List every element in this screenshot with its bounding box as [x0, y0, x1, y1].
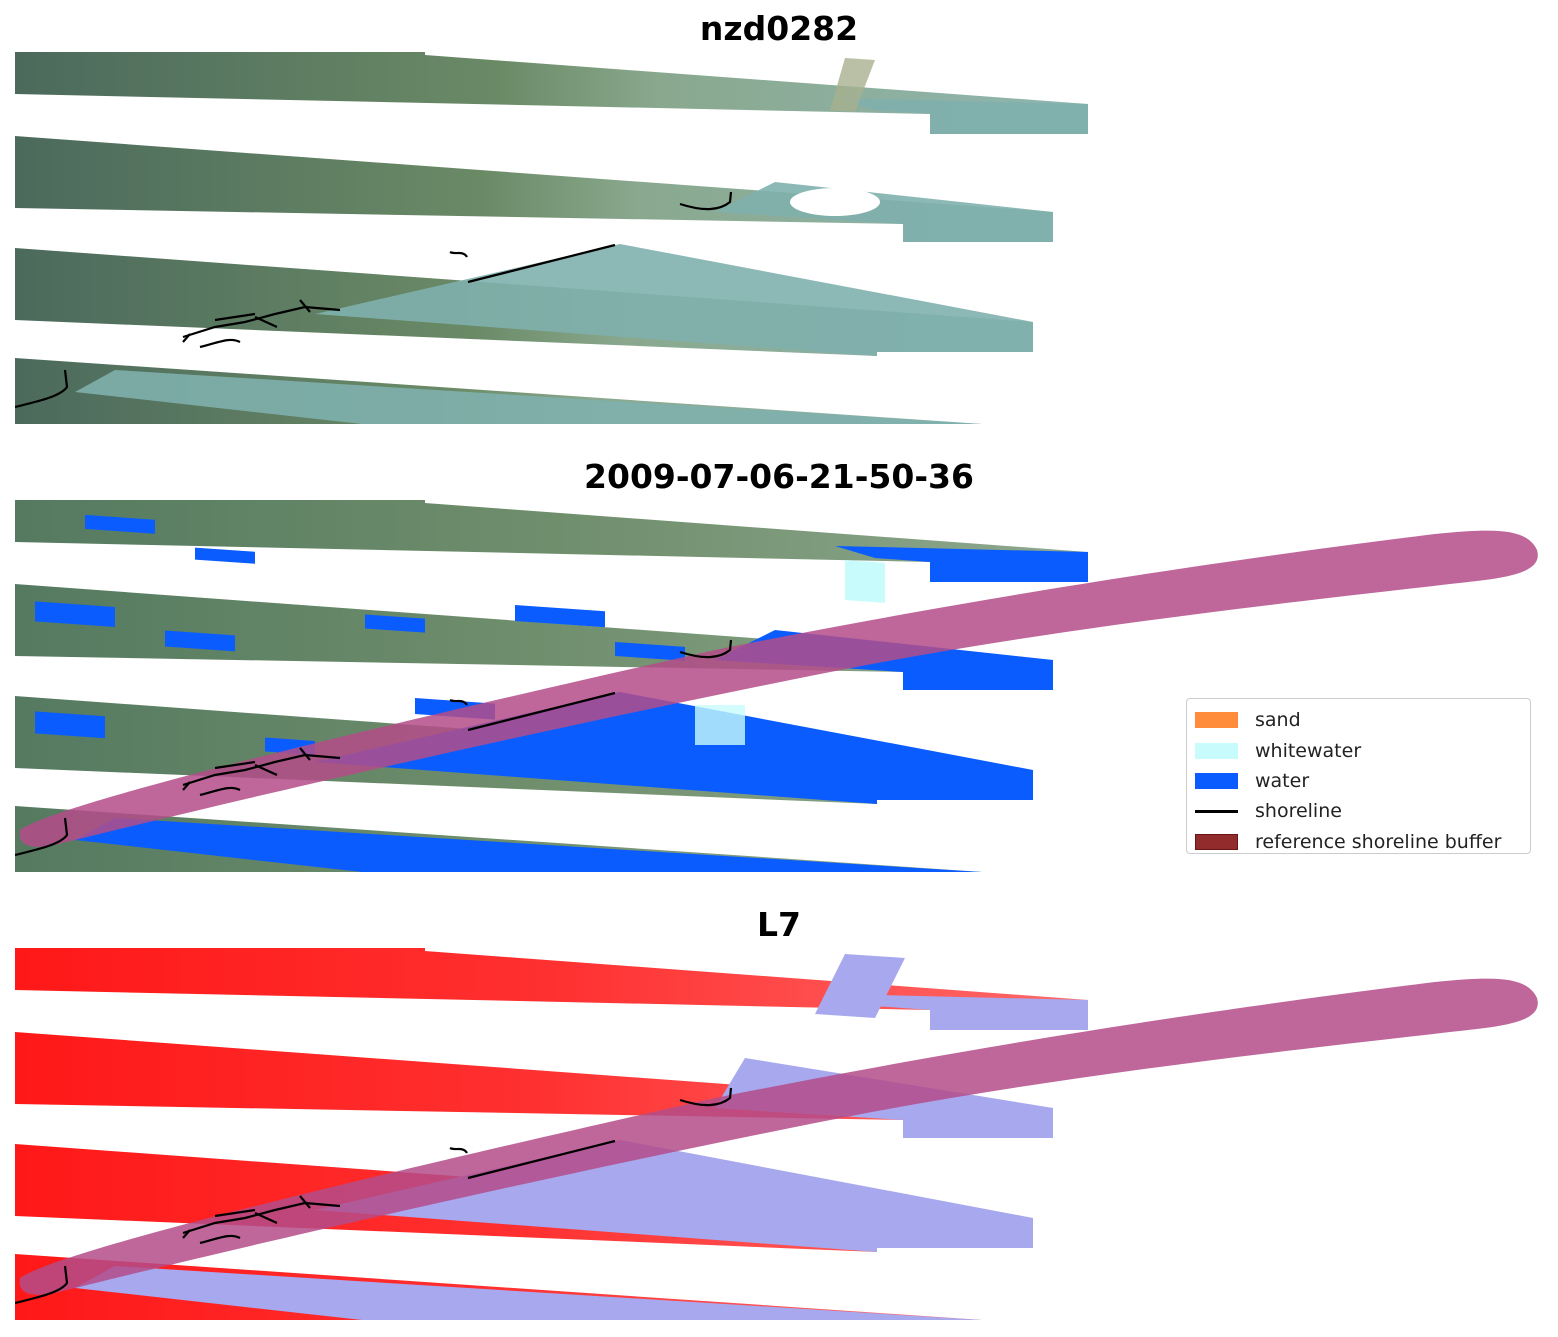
- shoreline-swatch: [1195, 810, 1238, 813]
- legend-label-buffer: reference shoreline buffer: [1255, 830, 1502, 853]
- cloud-patch: [790, 188, 880, 216]
- water-patch-1: [85, 514, 155, 534]
- panel-title-satellite: L7: [757, 905, 801, 944]
- water-patch-4: [165, 630, 235, 652]
- water-patch-7: [35, 711, 105, 739]
- shoreline-segment-6: [15, 1229, 191, 1305]
- sea-area-1: [315, 1140, 1033, 1252]
- sea-area-2: [75, 818, 982, 872]
- shoreline-segment-2: [467, 1139, 616, 1180]
- water-patch-5: [365, 614, 425, 633]
- sea-area-1: [315, 244, 1033, 356]
- reference-shoreline-buffer: [19, 978, 1538, 1295]
- legend-label-sand: sand: [1255, 709, 1301, 732]
- shoreline-segment-2: [467, 691, 616, 732]
- shoreline-segment-3: [449, 250, 468, 258]
- shoreline-segment-7: [199, 315, 278, 349]
- shoreline-segment-5: [214, 1195, 311, 1218]
- panel-title-image: nzd0282: [699, 9, 859, 48]
- water-patch-2: [195, 547, 255, 564]
- scan-strip-1: [15, 52, 1088, 134]
- river-mouth: [830, 58, 875, 112]
- sea-area-1: [315, 692, 1033, 804]
- legend-label-whitewater: whitewater: [1255, 739, 1362, 762]
- shoreline-segment-7: [199, 763, 278, 797]
- shoreline-segment-1: [679, 191, 733, 211]
- legend: sand whitewater water shoreline referenc…: [1186, 698, 1531, 854]
- scan-strip-1: [15, 948, 1088, 1030]
- water-patch-6: [515, 604, 605, 628]
- shoreline-segment-4: [182, 1201, 341, 1235]
- whitewater-swatch: [1195, 742, 1238, 759]
- shoreline-segment-4: [182, 305, 341, 339]
- classified-image: [15, 500, 1538, 872]
- sea-area-4: [835, 546, 1088, 582]
- shoreline-segment-4: [182, 753, 341, 787]
- panel-title-date: 2009-07-06-21-50-36: [584, 457, 974, 496]
- legend-item-whitewater: whitewater: [1195, 735, 1522, 765]
- map-panel-index: [15, 948, 1545, 1320]
- sea-area-2: [75, 370, 982, 424]
- shoreline-segment-6: [15, 333, 191, 409]
- map-panel-rgb: [15, 52, 1545, 424]
- shoreline-segment-2: [467, 243, 616, 284]
- river-mouth: [815, 954, 905, 1018]
- water-patch-9: [615, 641, 685, 661]
- legend-item-water: water: [1195, 766, 1522, 796]
- shoreline-segment-3: [449, 1146, 468, 1154]
- reference-shoreline-buffer: [19, 530, 1538, 847]
- whitewater-patch-1: [845, 560, 885, 603]
- sea-area-4: [835, 994, 1088, 1030]
- buffer-swatch: [1195, 833, 1238, 850]
- shoreline-segment-5: [214, 299, 311, 322]
- map-panel-classified: [15, 500, 1545, 872]
- shoreline-segment-7: [199, 1211, 278, 1245]
- sea-area-3: [715, 182, 1053, 242]
- shoreline-segment-6: [15, 781, 191, 857]
- water-swatch: [1195, 772, 1238, 789]
- legend-item-sand: sand: [1195, 705, 1522, 735]
- legend-item-shoreline: shoreline: [1195, 796, 1522, 826]
- shoreline-segment-3: [449, 698, 468, 706]
- index-image: [15, 948, 1538, 1320]
- whitewater-patch-2: [695, 705, 745, 745]
- rgb-image: [15, 52, 1088, 424]
- shoreline-segment-1: [679, 1087, 733, 1107]
- sea-area-4: [835, 98, 1088, 134]
- shoreline-segment-1: [679, 639, 733, 659]
- scan-strip-2: [15, 136, 1053, 242]
- scan-strip-1: [15, 500, 1088, 582]
- legend-label-water: water: [1255, 769, 1310, 792]
- shoreline-segment-5: [214, 747, 311, 770]
- water-patch-3: [35, 601, 115, 627]
- legend-item-buffer: reference shoreline buffer: [1195, 827, 1522, 857]
- sand-swatch: [1195, 712, 1238, 729]
- sea-area-2: [75, 1266, 982, 1320]
- legend-label-shoreline: shoreline: [1255, 800, 1342, 823]
